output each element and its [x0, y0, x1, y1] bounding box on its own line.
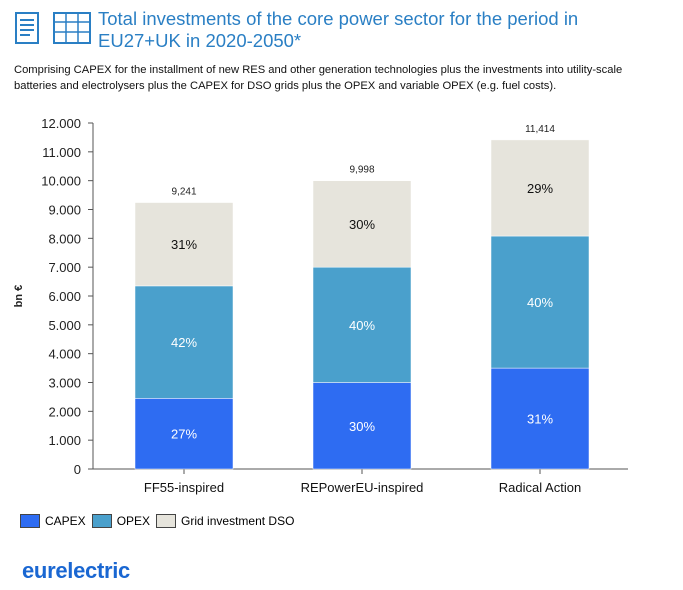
legend-swatch	[91, 514, 112, 528]
y-tick-label: 2.000	[48, 404, 81, 419]
bar-segment-opex	[312, 266, 412, 383]
y-tick-label: 8.000	[48, 231, 81, 246]
y-tick-label: 9.000	[48, 203, 81, 218]
segment-percent-label: 31%	[171, 237, 197, 252]
y-tick-label: 11.000	[42, 145, 81, 160]
y-tick-label: 1.000	[48, 433, 81, 448]
bar-total-label: 11,414	[525, 124, 555, 135]
y-tick-label: 7.000	[48, 260, 81, 275]
chart-subtitle: Comprising CAPEX for the installment of …	[14, 64, 623, 92]
segment-percent-label: 30%	[349, 217, 375, 232]
segment-percent-label: 42%	[171, 335, 197, 350]
x-category-label: REPowerEU-inspired	[301, 480, 424, 495]
x-category-label: Radical Action	[499, 480, 581, 495]
legend-label: Grid investment DSO	[181, 514, 295, 528]
data-table-icon	[53, 12, 91, 44]
bar-segment-opex	[134, 285, 234, 399]
bar-total-label: 9,241	[171, 187, 196, 198]
segment-percent-label: 29%	[527, 181, 553, 196]
legend-swatch	[20, 514, 40, 528]
segment-percent-label: 40%	[349, 318, 375, 333]
legend-label: OPEX	[116, 514, 151, 528]
y-axis-title: bn €	[13, 285, 25, 308]
header-icons	[14, 12, 94, 46]
y-tick-label: 6.000	[48, 289, 81, 304]
legend-item: CAPEX	[20, 514, 86, 528]
y-tick-label: 4.000	[48, 347, 81, 362]
y-tick-label: 3.000	[48, 376, 81, 391]
legend-item: OPEX	[91, 514, 151, 528]
y-tick-label: 0	[74, 462, 81, 477]
eurelectric-logo: eurelectric	[22, 558, 130, 583]
segment-percent-label: 27%	[171, 427, 197, 442]
bar-segment-grid-investment-dso	[490, 139, 590, 237]
bar-segment-capex	[312, 382, 412, 470]
segment-percent-label: 40%	[527, 295, 553, 310]
stacked-bar-chart: 0 1.000 2.000 3.000 4.000 5.000 6.000 7.000 8.00…	[13, 116, 628, 495]
bar-segment-capex	[490, 367, 590, 470]
legend-swatch	[156, 514, 177, 528]
bar-segment-grid-investment-dso	[312, 180, 412, 268]
y-tick-label: 12.000	[41, 116, 81, 131]
bar-segment-grid-investment-dso	[134, 202, 234, 287]
chart-legend: CAPEX OPEX Grid investment DSO	[20, 512, 300, 530]
legend-label: CAPEX	[45, 514, 86, 528]
segment-percent-label: 30%	[349, 419, 375, 434]
legend-item: Grid investment DSO	[156, 514, 294, 528]
y-tick-label: 5.000	[48, 318, 81, 333]
x-category-label: FF55-inspired	[144, 480, 224, 495]
chart-title: Total investments of the core power sect…	[98, 8, 579, 51]
document-icon	[15, 12, 39, 44]
bar-total-label: 9,998	[349, 165, 374, 176]
bar-segment-capex	[134, 398, 234, 470]
y-tick-label: 10.000	[41, 174, 81, 189]
segment-percent-label: 31%	[527, 412, 553, 427]
